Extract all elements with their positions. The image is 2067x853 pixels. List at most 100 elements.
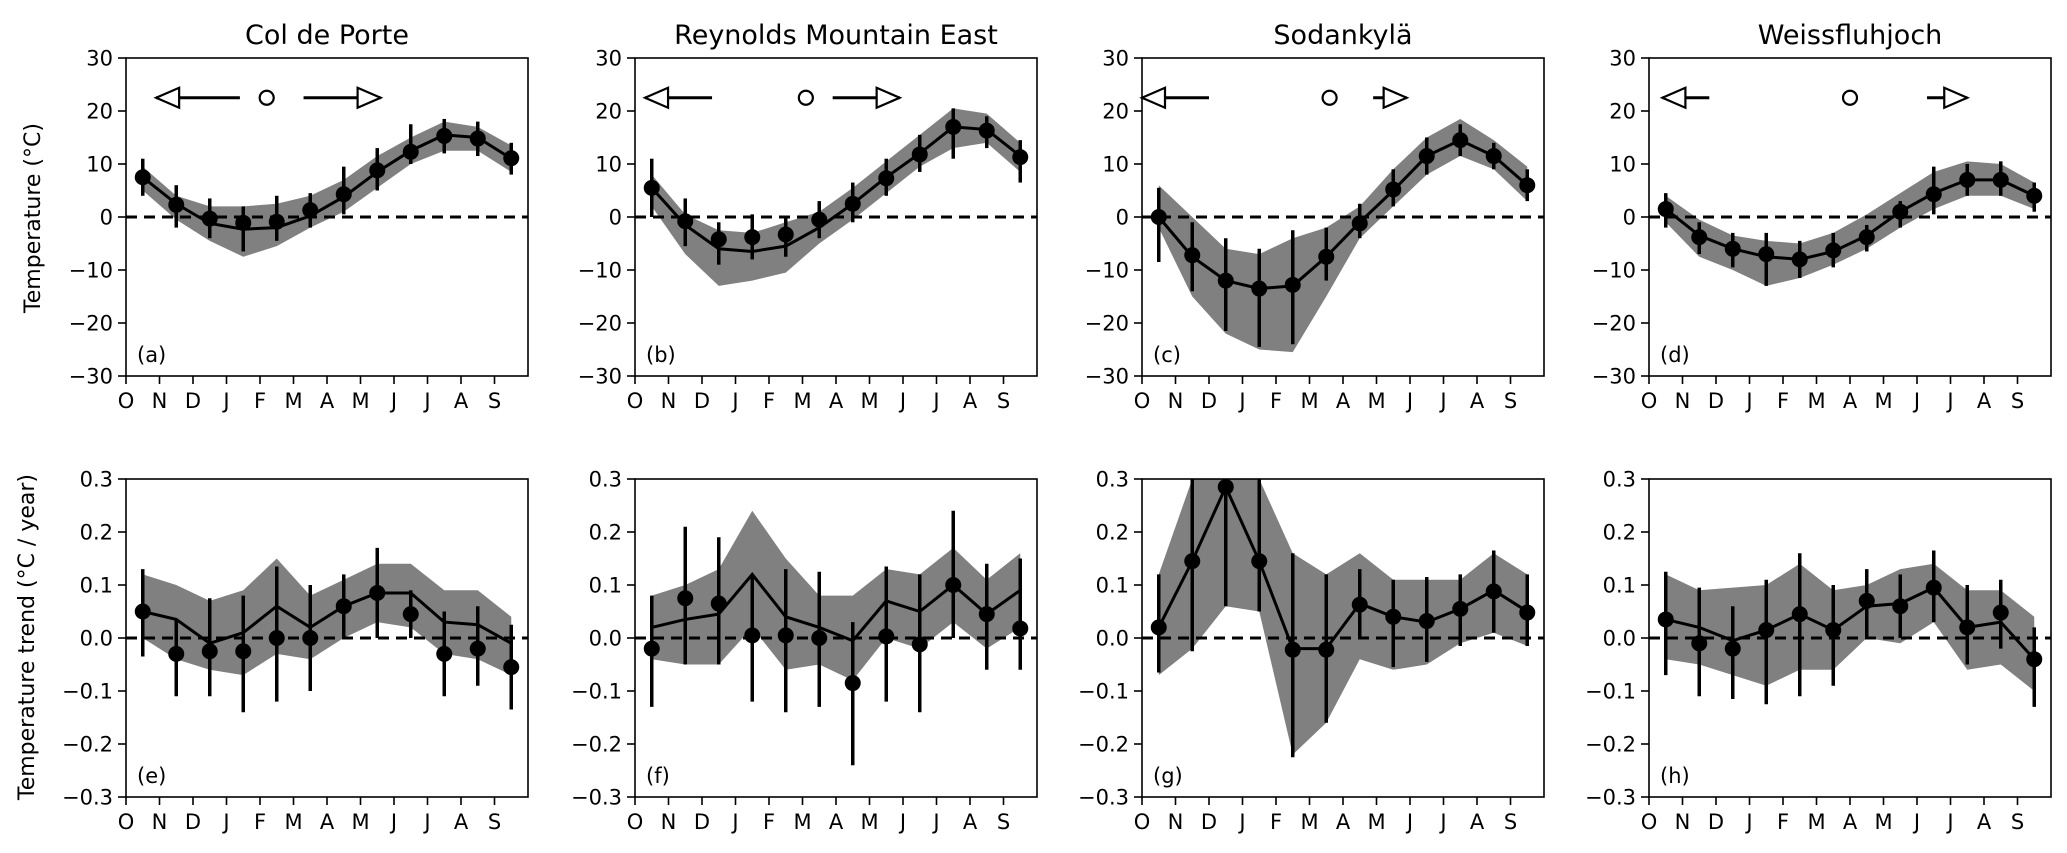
data-point — [878, 628, 895, 645]
x-tick-label: D — [185, 389, 201, 413]
x-tick-label: O — [1641, 389, 1658, 413]
x-tick-label: A — [963, 810, 978, 834]
uncertainty-band — [1158, 118, 1528, 353]
y-tick-label: 0.3 — [589, 468, 622, 492]
y-tick-label: 30 — [1102, 47, 1129, 71]
x-tick-label: M — [351, 810, 369, 834]
x-tick-label: D — [1201, 810, 1217, 834]
y-tick-label: −20 — [578, 312, 622, 336]
x-tick-label: M — [284, 810, 302, 834]
data-point — [1385, 608, 1402, 625]
data-point — [1691, 229, 1708, 246]
panel-label: (g) — [1153, 764, 1183, 788]
x-tick-label: M — [1367, 810, 1385, 834]
data-point — [1418, 148, 1435, 165]
peak-circle-icon — [1841, 89, 1859, 106]
x-tick-label: S — [488, 389, 501, 413]
x-tick-label: A — [1843, 389, 1858, 413]
data-point — [1351, 215, 1368, 232]
data-point — [201, 210, 218, 227]
panel-b: Reynolds Mountain East 30 20 10 0 −10 −20 −30O N… — [578, 20, 1038, 413]
data-point — [710, 595, 727, 612]
x-tick-label: O — [118, 389, 135, 413]
data-point — [402, 143, 419, 160]
x-tick-label: M — [1874, 810, 1892, 834]
y-tick-label: 10 — [595, 153, 622, 177]
data-point — [1485, 583, 1502, 600]
panel-f: 0.30.20.10.0−0.1−0.2−0.3O N D J F M A M J J A S(f) — [571, 468, 1038, 834]
x-tick-label: J — [1744, 389, 1752, 413]
data-point — [436, 645, 453, 662]
x-tick-label: O — [1134, 810, 1151, 834]
x-tick-label: J — [1405, 810, 1413, 834]
panel-label: (f) — [646, 764, 670, 788]
x-tick-label: J — [1237, 389, 1245, 413]
x-tick-label: F — [254, 810, 266, 834]
right-arrow-icon — [875, 86, 903, 110]
x-tick-label: F — [763, 810, 775, 834]
peak-circle-icon — [797, 89, 814, 106]
data-point — [1858, 229, 1875, 246]
data-point — [945, 577, 962, 593]
x-tick-label: F — [254, 389, 266, 413]
y-tick-label: −0.2 — [1078, 733, 1129, 757]
uncertainty-band — [1158, 479, 1528, 755]
data-point — [1959, 619, 1976, 636]
data-point — [744, 229, 761, 246]
y-tick-label: 30 — [595, 47, 622, 71]
x-tick-label: D — [185, 810, 201, 834]
y-tick-label: 20 — [1102, 100, 1129, 124]
data-point — [1992, 171, 2009, 188]
x-tick-label: J — [1912, 389, 1920, 413]
panel-label: (c) — [1153, 343, 1181, 367]
data-point — [811, 630, 828, 646]
y-tick-label: 0.3 — [80, 468, 113, 492]
y-tick-label: −0.3 — [62, 786, 113, 810]
data-point — [811, 211, 828, 228]
data-point — [777, 627, 794, 644]
y-tick-label: −30 — [69, 365, 113, 389]
y-tick-label: 0.0 — [1096, 627, 1129, 651]
x-tick-label: A — [320, 810, 335, 834]
right-arrow-icon — [356, 86, 384, 110]
y-tick-label: 0.2 — [80, 521, 113, 545]
y-tick-label: −0.1 — [571, 680, 622, 704]
x-tick-label: A — [1470, 389, 1485, 413]
left-arrow-icon — [642, 86, 670, 110]
data-point — [1418, 613, 1435, 630]
y-tick-label: 0.0 — [589, 627, 622, 651]
data-point — [201, 643, 218, 660]
x-tick-label: D — [1708, 810, 1724, 834]
x-tick-label: A — [1336, 810, 1351, 834]
y-tick-label: 0 — [1623, 206, 1636, 230]
y-tick-label: −0.3 — [571, 786, 622, 810]
x-tick-label: F — [1270, 810, 1282, 834]
x-tick-label: D — [694, 810, 710, 834]
data-point — [1892, 203, 1909, 220]
data-point — [1012, 149, 1029, 166]
x-tick-label: F — [763, 389, 775, 413]
x-tick-label: A — [1470, 810, 1485, 834]
data-point — [1791, 606, 1808, 623]
x-tick-label: D — [1201, 389, 1217, 413]
x-tick-label: A — [454, 810, 469, 834]
x-tick-label: M — [1807, 389, 1825, 413]
data-point — [134, 603, 151, 620]
x-tick-label: F — [1777, 810, 1789, 834]
x-tick-label: J — [1438, 810, 1446, 834]
panel-title: Weissfluhjoch — [1758, 20, 1943, 51]
x-tick-label: J — [1945, 810, 1953, 834]
y-tick-label: 10 — [86, 153, 113, 177]
x-tick-label: N — [1168, 810, 1184, 834]
data-point — [1217, 272, 1234, 289]
data-point — [1284, 641, 1301, 658]
x-tick-label: N — [152, 810, 168, 834]
y-tick-label: 20 — [86, 100, 113, 124]
data-point — [1351, 596, 1368, 613]
x-tick-label: M — [1367, 389, 1385, 413]
x-tick-label: S — [2011, 810, 2024, 834]
y-tick-label: 20 — [1609, 100, 1636, 124]
y-tick-label: −0.2 — [62, 733, 113, 757]
y-tick-label: 0.2 — [589, 521, 622, 545]
